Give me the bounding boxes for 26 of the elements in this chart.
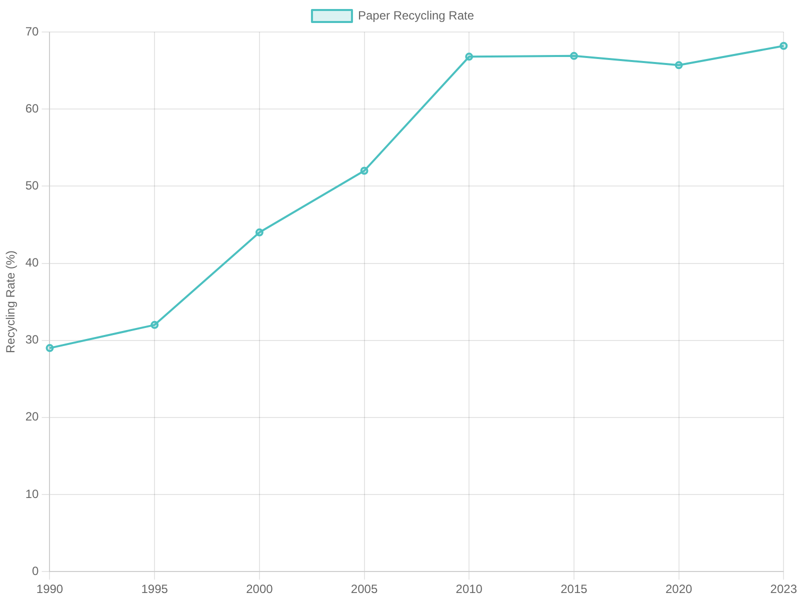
point xyxy=(360,166,368,175)
point xyxy=(570,52,578,60)
y-tick-label: 10 xyxy=(25,486,40,501)
y-tick-label: 40 xyxy=(25,256,40,270)
legend-label: Paper Recycling Rate xyxy=(358,8,474,22)
x-tick-label: 1990 xyxy=(36,582,64,596)
x-tick-label: 2010 xyxy=(456,582,483,596)
point xyxy=(465,52,474,61)
y-tick-label: 20 xyxy=(25,410,40,424)
y-tick-label: 50 xyxy=(25,178,40,192)
y-tick-label: 60 xyxy=(25,101,40,116)
x-tick-label: 2015 xyxy=(560,582,588,596)
x-tick-label: 2005 xyxy=(350,582,378,596)
point xyxy=(255,228,264,236)
point xyxy=(46,344,54,352)
y-tick-label: 30 xyxy=(25,332,40,347)
x-tick-label: 1995 xyxy=(141,582,168,596)
x-tick-label: 2020 xyxy=(665,582,692,596)
x-tick-label: 2023 xyxy=(770,582,798,596)
point xyxy=(674,61,683,70)
x-tick-label: 2000 xyxy=(246,582,274,596)
point xyxy=(150,320,159,329)
point xyxy=(780,42,788,50)
y-axis-title: Recycling Rate (%) xyxy=(4,250,18,354)
y-tick-label: 70 xyxy=(25,24,40,38)
y-tick-label: 0 xyxy=(32,564,40,578)
